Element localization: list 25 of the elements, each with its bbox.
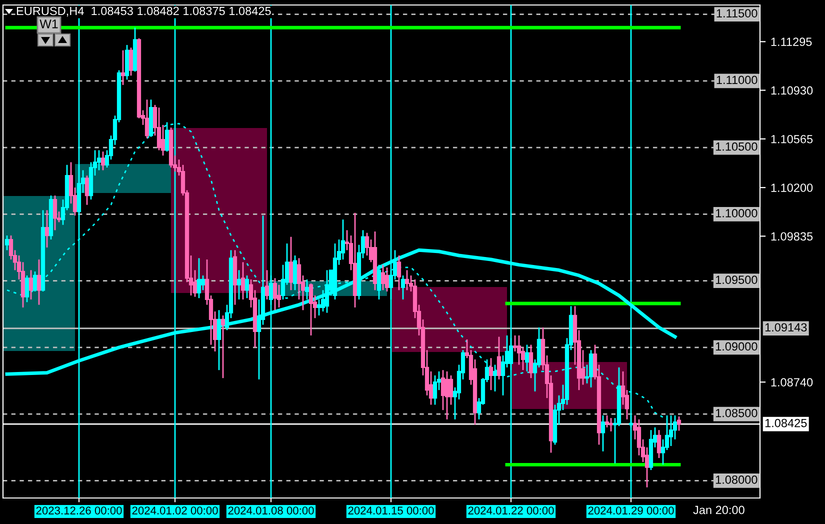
ref-line-label: 1.11000	[716, 76, 758, 84]
ref-line-label: 1.09500	[716, 276, 758, 284]
text: Jan 20:00	[693, 506, 744, 514]
y-tick-label: 1.10930	[771, 86, 813, 95]
ref-line-label: 1.10500	[716, 142, 758, 151]
y-tick-label: 1.11295	[771, 38, 812, 46]
x-tick-label: 2024.01.29 00:00	[588, 506, 674, 514]
ref-line-label: 1.10000	[716, 209, 758, 218]
x-tick-label: 2024.01.22 00:00	[468, 506, 554, 514]
x-tick-label: 2024.01.02 00:00	[132, 506, 218, 514]
y-tick-label: 1.08740	[771, 378, 813, 386]
y-tick-label: 1.10200	[771, 184, 813, 192]
ref-line-label: 1.08500	[716, 408, 758, 418]
ref-line-label: 1.09143	[765, 323, 807, 332]
y-tick-label: 1.09835	[771, 232, 813, 241]
x-tick-label: 2024.01.08 00:00	[228, 506, 314, 514]
ref-line-label: 1.11500	[716, 9, 758, 18]
ref-line-label: 1.08000	[716, 475, 758, 484]
y-tick-label: 1.10565	[771, 134, 813, 144]
ref-line-label: 1.09000	[716, 342, 758, 351]
x-tick-label: 2024.01.15 00:00	[348, 506, 434, 514]
chart-title: EURUSD,H4 1.08453 1.08482 1.08375 1.08425	[16, 6, 271, 17]
ref-line-label: 1.08425	[765, 418, 807, 428]
annotation: W1	[40, 20, 58, 28]
x-tick-label: 2023.12.26 00:00	[36, 506, 122, 514]
